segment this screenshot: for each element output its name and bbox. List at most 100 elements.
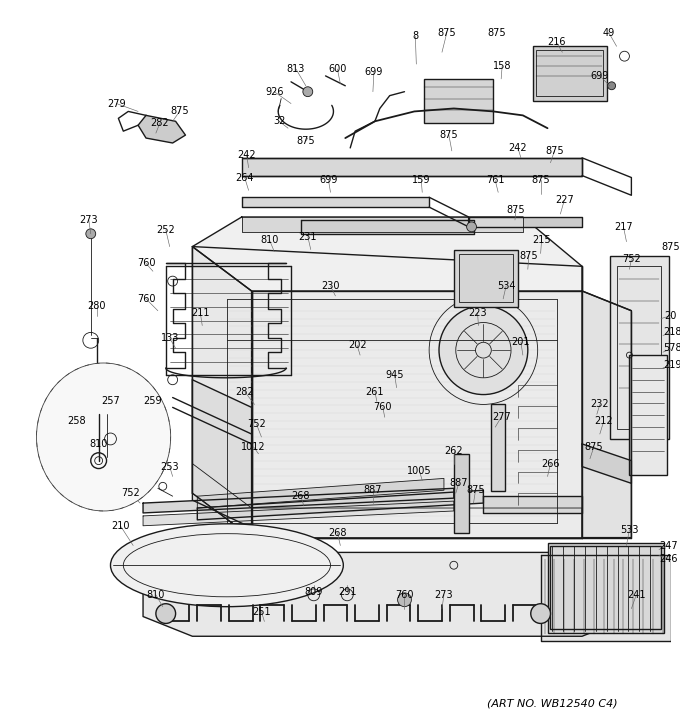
Text: 230: 230 xyxy=(321,281,340,291)
Text: 241: 241 xyxy=(627,590,645,600)
Text: 253: 253 xyxy=(160,462,179,471)
Polygon shape xyxy=(241,197,429,207)
Text: 761: 761 xyxy=(486,175,505,186)
Text: 282: 282 xyxy=(235,386,254,397)
Text: 600: 600 xyxy=(328,64,347,74)
Text: 578: 578 xyxy=(664,343,680,353)
Text: 218: 218 xyxy=(664,328,680,337)
Text: 926: 926 xyxy=(265,87,284,96)
Bar xyxy=(551,545,661,629)
Bar xyxy=(454,454,469,533)
Text: 813: 813 xyxy=(287,64,305,74)
Text: 752: 752 xyxy=(247,419,266,429)
Text: 257: 257 xyxy=(101,397,120,407)
Text: 699: 699 xyxy=(591,71,609,81)
Text: 20: 20 xyxy=(664,310,677,320)
Polygon shape xyxy=(143,552,632,637)
Text: 752: 752 xyxy=(622,254,641,265)
Ellipse shape xyxy=(37,363,171,511)
Text: 268: 268 xyxy=(328,528,347,538)
Text: (ART NO. WB12540 C4): (ART NO. WB12540 C4) xyxy=(487,698,617,708)
Bar xyxy=(610,257,669,439)
Text: 291: 291 xyxy=(338,587,356,597)
Circle shape xyxy=(398,593,411,607)
Text: 282: 282 xyxy=(150,118,169,128)
Text: 810: 810 xyxy=(90,439,108,449)
Text: 242: 242 xyxy=(509,143,527,153)
Circle shape xyxy=(608,82,615,90)
Polygon shape xyxy=(541,555,671,641)
Text: 251: 251 xyxy=(252,607,271,616)
Text: 202: 202 xyxy=(347,340,367,350)
Text: 875: 875 xyxy=(531,175,550,186)
Text: 231: 231 xyxy=(299,232,317,241)
Text: 216: 216 xyxy=(547,38,566,47)
Polygon shape xyxy=(197,478,444,508)
Text: 217: 217 xyxy=(614,222,633,232)
Text: 273: 273 xyxy=(435,590,454,600)
Text: 875: 875 xyxy=(520,252,538,262)
Text: 810: 810 xyxy=(147,590,165,600)
Text: 887: 887 xyxy=(449,478,468,489)
Text: 887: 887 xyxy=(364,485,382,495)
Bar xyxy=(491,405,505,492)
Text: 32: 32 xyxy=(273,116,286,126)
Text: 223: 223 xyxy=(468,307,487,318)
Text: 210: 210 xyxy=(111,521,130,531)
Bar xyxy=(454,249,518,307)
Text: 533: 533 xyxy=(620,525,639,535)
Text: 280: 280 xyxy=(88,301,106,311)
Text: 875: 875 xyxy=(170,107,189,117)
Polygon shape xyxy=(483,496,582,513)
Polygon shape xyxy=(192,217,582,291)
Text: 247: 247 xyxy=(660,541,678,550)
Text: 212: 212 xyxy=(594,416,613,426)
Text: 232: 232 xyxy=(590,399,609,410)
Text: 1012: 1012 xyxy=(241,442,266,452)
Text: 760: 760 xyxy=(395,590,413,600)
Polygon shape xyxy=(197,490,483,520)
Polygon shape xyxy=(192,247,252,538)
Circle shape xyxy=(86,229,96,239)
Text: 752: 752 xyxy=(121,488,139,498)
Text: 810: 810 xyxy=(260,235,279,244)
Text: 875: 875 xyxy=(507,205,525,215)
Text: 699: 699 xyxy=(364,67,383,77)
Circle shape xyxy=(96,488,112,504)
Bar xyxy=(241,158,582,175)
Text: 1005: 1005 xyxy=(407,465,432,476)
Text: 945: 945 xyxy=(386,370,404,380)
Text: 875: 875 xyxy=(296,136,315,146)
Text: 264: 264 xyxy=(235,173,254,183)
Text: 875: 875 xyxy=(438,28,456,38)
Text: 268: 268 xyxy=(292,491,310,501)
Text: 534: 534 xyxy=(497,281,515,291)
Text: 875: 875 xyxy=(439,130,458,140)
Circle shape xyxy=(531,604,551,624)
Polygon shape xyxy=(469,217,582,227)
Polygon shape xyxy=(143,488,454,513)
Text: 279: 279 xyxy=(107,99,126,109)
Bar xyxy=(536,50,602,96)
Bar xyxy=(630,355,667,476)
Text: 261: 261 xyxy=(366,386,384,397)
Text: 227: 227 xyxy=(555,195,574,205)
Text: 246: 246 xyxy=(660,555,678,564)
Text: 252: 252 xyxy=(156,225,175,235)
Polygon shape xyxy=(241,217,523,232)
Text: 277: 277 xyxy=(492,413,511,422)
Text: 211: 211 xyxy=(191,307,209,318)
Text: 8: 8 xyxy=(412,31,418,41)
Text: 760: 760 xyxy=(373,402,392,413)
Circle shape xyxy=(303,87,313,96)
Ellipse shape xyxy=(110,523,343,607)
Text: 215: 215 xyxy=(532,235,551,244)
Text: 262: 262 xyxy=(445,446,463,456)
Text: 760: 760 xyxy=(137,294,155,304)
Text: 259: 259 xyxy=(143,397,163,407)
Polygon shape xyxy=(143,501,454,526)
Text: 49: 49 xyxy=(602,28,615,38)
Circle shape xyxy=(466,222,477,232)
Polygon shape xyxy=(138,115,186,143)
Polygon shape xyxy=(582,444,632,484)
